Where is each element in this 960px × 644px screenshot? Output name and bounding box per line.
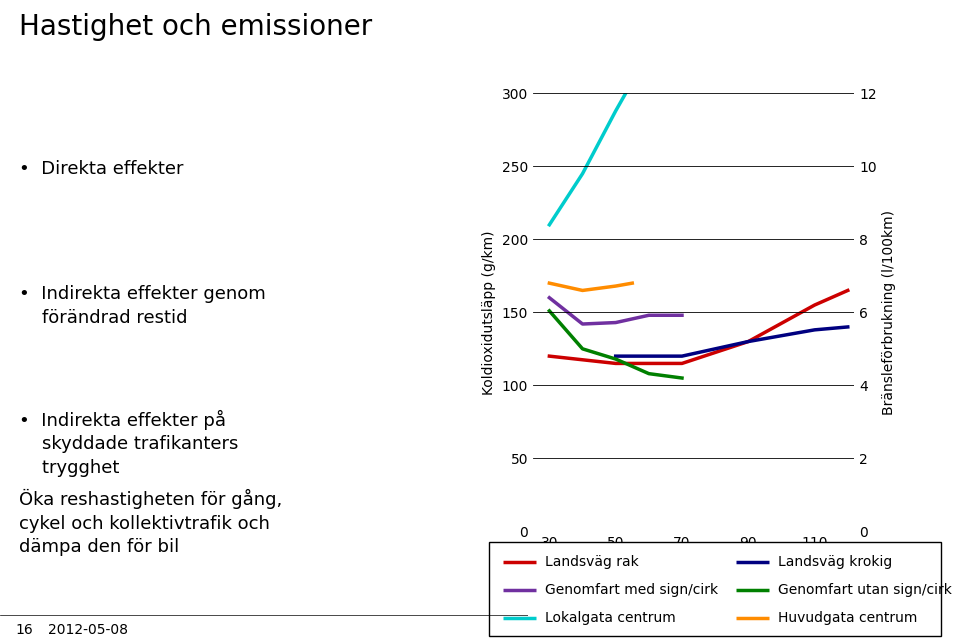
Text: Genomfart utan sign/cirk: Genomfart utan sign/cirk [779, 583, 952, 596]
Y-axis label: Bränsleförbrukning (l/100km): Bränsleförbrukning (l/100km) [882, 210, 897, 415]
Text: 2012-05-08: 2012-05-08 [47, 623, 128, 636]
Text: •  Indirekta effekter genom
    förändrad restid: • Indirekta effekter genom förändrad res… [19, 285, 266, 327]
Text: Lokalgata centrum: Lokalgata centrum [545, 611, 676, 625]
Text: •  Direkta effekter: • Direkta effekter [19, 160, 183, 178]
Text: 16: 16 [15, 623, 34, 636]
Y-axis label: Koldioxidutsläpp (g/km): Koldioxidutsläpp (g/km) [482, 230, 496, 395]
FancyBboxPatch shape [490, 542, 941, 636]
Text: Huvudgata centrum: Huvudgata centrum [779, 611, 918, 625]
Text: Hastighet och emissioner: Hastighet och emissioner [19, 13, 372, 41]
Text: •  Indirekta effekter på
    skyddade trafikanters
    trygghet: • Indirekta effekter på skyddade trafika… [19, 410, 239, 477]
Text: Öka reshastigheten för gång,
cykel och kollektivtrafik och
dämpa den för bil: Öka reshastigheten för gång, cykel och k… [19, 489, 282, 556]
Text: Genomfart med sign/cirk: Genomfart med sign/cirk [545, 583, 718, 596]
X-axis label: Hastighet mitt på länk (km/h): Hastighet mitt på länk (km/h) [590, 556, 797, 572]
Text: Landsväg krokig: Landsväg krokig [779, 554, 893, 569]
Text: Landsväg rak: Landsväg rak [545, 554, 639, 569]
